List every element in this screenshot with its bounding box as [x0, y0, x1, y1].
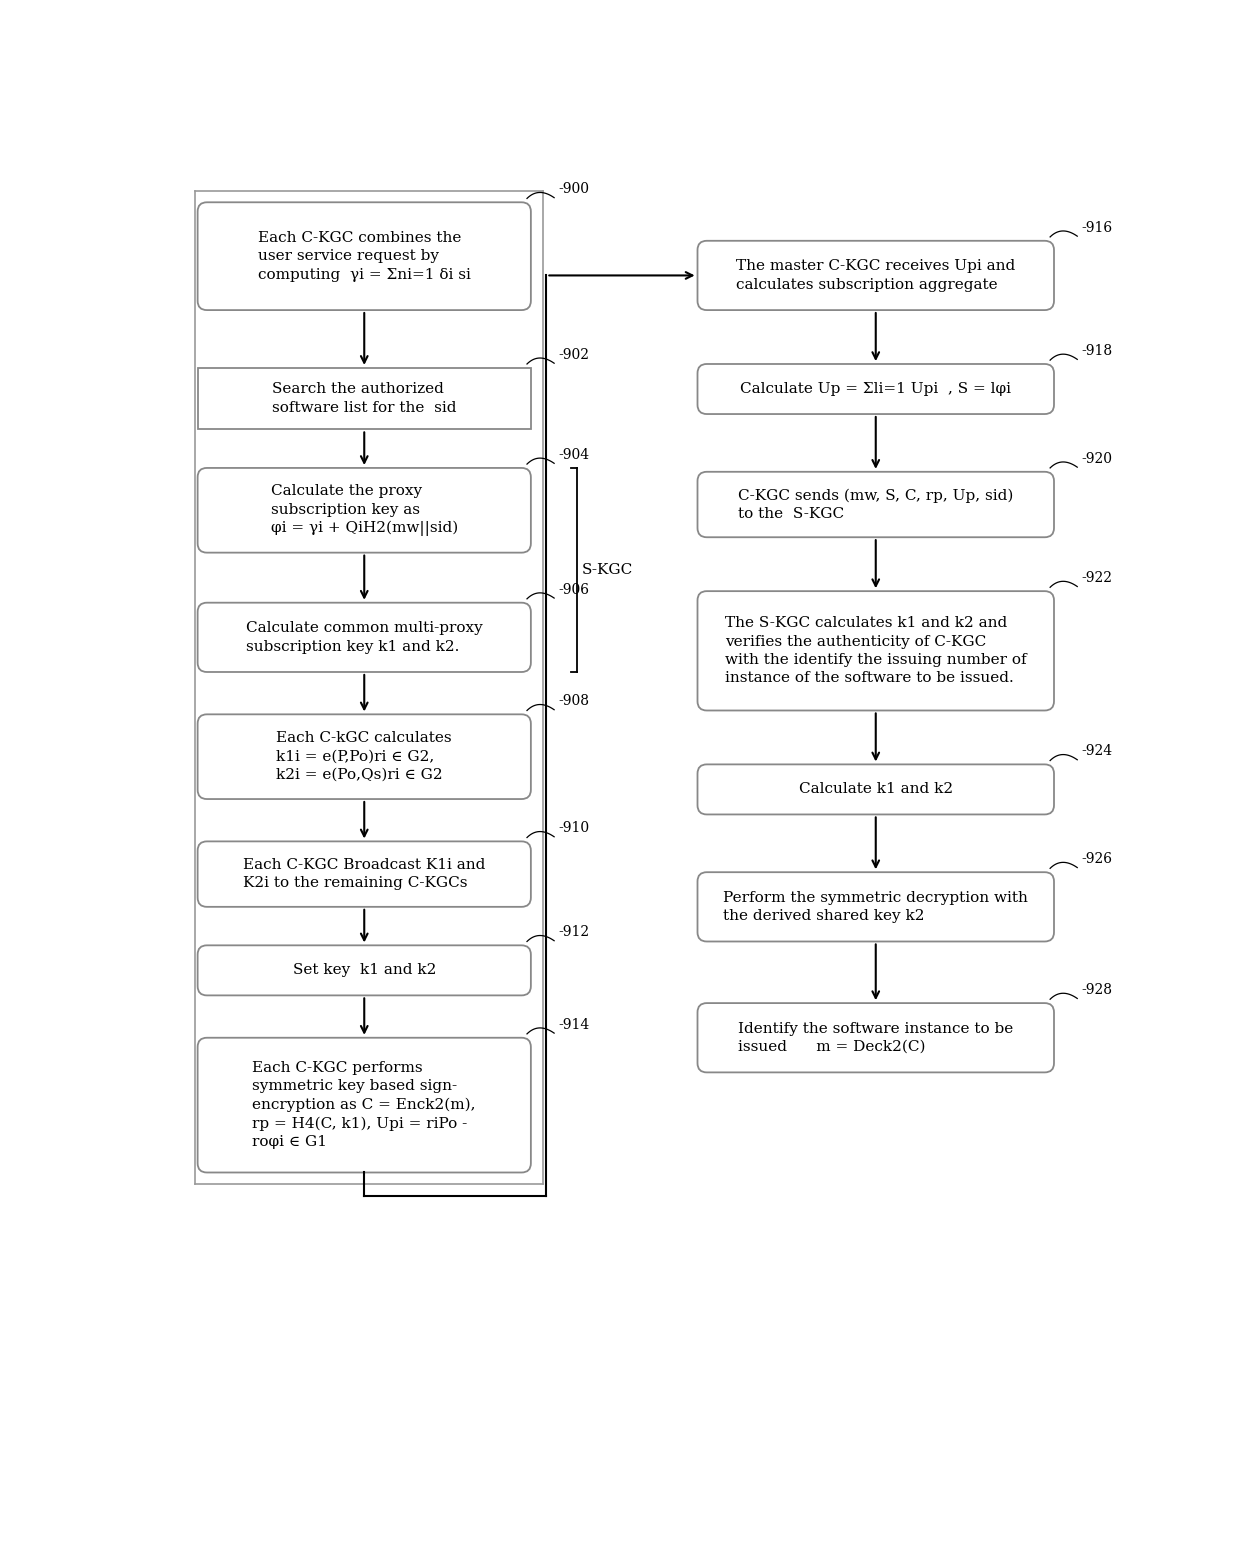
Text: Each C-KGC performs
symmetric key based sign-
encryption as C = Enck2(m),
rp = H: Each C-KGC performs symmetric key based …: [253, 1061, 476, 1149]
Text: -912: -912: [558, 926, 589, 940]
FancyBboxPatch shape: [697, 240, 1054, 310]
FancyBboxPatch shape: [697, 1003, 1054, 1072]
Text: Each C-kGC calculates
k1i = e(P,Po)ri ∈ G2,
k2i = e(Po,Qs)ri ∈ G2: Each C-kGC calculates k1i = e(P,Po)ri ∈ …: [277, 731, 453, 782]
Text: -904: -904: [558, 448, 589, 462]
Text: The master C-KGC receives Upi and
calculates subscription aggregate: The master C-KGC receives Upi and calcul…: [737, 259, 1016, 292]
Text: -900: -900: [558, 181, 589, 195]
Text: C-KGC sends (mw, S, C, rp, Up, sid)
to the  S-KGC: C-KGC sends (mw, S, C, rp, Up, sid) to t…: [738, 489, 1013, 521]
Text: -906: -906: [558, 583, 589, 597]
Text: -910: -910: [558, 820, 589, 836]
FancyBboxPatch shape: [697, 364, 1054, 414]
Text: Calculate Up = Σli=1 Upi  , S = lφi: Calculate Up = Σli=1 Upi , S = lφi: [740, 382, 1012, 396]
Text: Calculate common multi-proxy
subscription key k1 and k2.: Calculate common multi-proxy subscriptio…: [246, 620, 482, 653]
Text: -914: -914: [558, 1017, 589, 1031]
Text: Calculate the proxy
subscription key as
φi = γi + QiH2(mw||sid): Calculate the proxy subscription key as …: [270, 484, 458, 537]
Text: Identify the software instance to be
issued      m = Deck2(C): Identify the software instance to be iss…: [738, 1022, 1013, 1055]
FancyBboxPatch shape: [197, 946, 531, 996]
Text: -918: -918: [1081, 344, 1112, 358]
FancyBboxPatch shape: [197, 1038, 531, 1173]
Text: -924: -924: [1081, 744, 1112, 758]
Text: -908: -908: [558, 695, 589, 709]
FancyBboxPatch shape: [697, 472, 1054, 537]
FancyBboxPatch shape: [697, 591, 1054, 710]
Text: -920: -920: [1081, 451, 1112, 465]
FancyBboxPatch shape: [197, 603, 531, 672]
Text: Set key  k1 and k2: Set key k1 and k2: [293, 963, 436, 977]
FancyBboxPatch shape: [197, 841, 531, 907]
Text: Each C-KGC Broadcast K1i and
K2i to the remaining C-KGCs: Each C-KGC Broadcast K1i and K2i to the …: [243, 858, 485, 890]
Text: -926: -926: [1081, 851, 1112, 865]
Bar: [197, 368, 531, 430]
Text: -928: -928: [1081, 983, 1112, 997]
Text: -916: -916: [1081, 220, 1112, 234]
Text: -902: -902: [558, 347, 589, 361]
Text: The S-KGC calculates k1 and k2 and
verifies the authenticity of C-KGC
with the i: The S-KGC calculates k1 and k2 and verif…: [725, 616, 1027, 686]
FancyBboxPatch shape: [697, 765, 1054, 814]
Text: Search the authorized
software list for the  sid: Search the authorized software list for …: [272, 383, 456, 414]
Text: Perform the symmetric decryption with
the derived shared key k2: Perform the symmetric decryption with th…: [723, 890, 1028, 923]
Text: -922: -922: [1081, 571, 1112, 585]
Text: S-KGC: S-KGC: [582, 563, 634, 577]
Text: Each C-KGC combines the
user service request by
computing  γi = Σni=1 δi si: Each C-KGC combines the user service req…: [258, 231, 471, 282]
FancyBboxPatch shape: [197, 715, 531, 799]
Text: Calculate k1 and k2: Calculate k1 and k2: [799, 782, 952, 796]
FancyBboxPatch shape: [197, 202, 531, 310]
FancyBboxPatch shape: [697, 872, 1054, 941]
FancyBboxPatch shape: [197, 468, 531, 552]
